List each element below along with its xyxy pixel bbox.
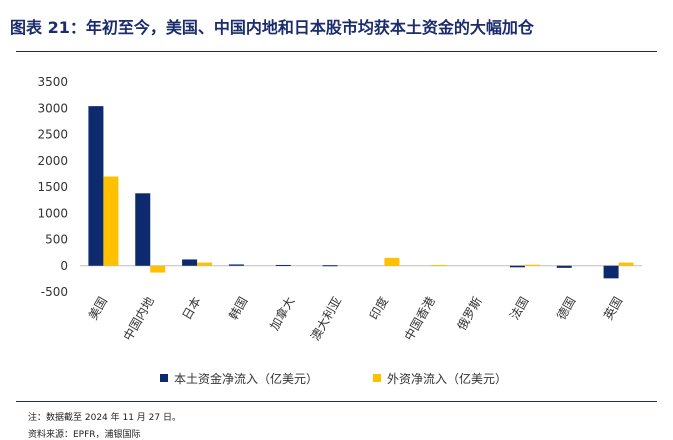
footnote: 注：数据截至 2024 年 11 月 27 日。 [28,413,181,423]
legend-swatch-0 [160,374,168,382]
y-tick-label: 500 [45,233,68,247]
figure-title: 图表 21：年初至今，美国、中国内地和日本股市均获本土资金的大幅加仓 [10,18,534,37]
bar-domestic-11 [603,265,619,279]
footer-divider [16,401,657,402]
category-label: 加拿大 [266,294,297,333]
category-label: 德国 [553,294,578,322]
y-tick-label: 1500 [37,180,68,194]
category-label: 印度 [366,294,391,322]
bar-chart: 3500 3000 2500 2000 1500 1000 500 0 -500 美国 中国内地日… [37,75,642,386]
category-label: 中国内地 [120,294,157,343]
bar-foreign-9 [524,264,540,266]
bar-foreign-7 [431,264,447,266]
category-label: 日本 [180,295,204,323]
bar-domestic-0 [88,106,104,266]
category-label: 法国 [507,295,531,323]
bar-foreign-1 [150,265,166,273]
category-label: 澳大利亚 [308,295,344,344]
bar-domestic-10 [556,265,572,268]
y-tick-label: -500 [41,285,68,299]
y-tick-label: 0 [60,259,68,273]
y-tick-label: 3500 [37,75,68,89]
title-divider [16,51,657,52]
bar-foreign-2 [197,262,213,266]
category-label: 美国 [86,295,110,323]
category-label: 俄罗斯 [455,295,485,333]
y-axis-ticks: 3500 3000 2500 2000 1500 1000 500 0 -500 [37,75,68,299]
y-tick-label: 3000 [37,101,68,115]
bar-foreign-11 [618,262,634,266]
y-tick-label: 2000 [37,154,68,168]
bar-domestic-3 [228,264,244,266]
bar-domestic-1 [135,193,151,266]
bar-domestic-9 [509,265,525,268]
y-tick-label: 1000 [37,206,68,220]
category-label: 英国 [601,295,625,323]
y-tick-label: 2500 [37,128,68,142]
bar-foreign-6 [384,257,400,266]
bars [88,106,634,279]
bar-domestic-4 [275,264,291,266]
legend-label-1: 外资净流入（亿美元） [387,371,507,386]
category-label: 中国香港 [401,294,438,343]
bar-foreign-0 [103,176,119,266]
legend: 本土资金净流入（亿美元） 外资净流入（亿美元） [160,371,507,386]
source-line: 资料来源：EPFR，浦银国际 [28,430,141,440]
bar-domestic-2 [182,259,198,266]
legend-label-0: 本土资金净流入（亿美元） [174,371,318,386]
legend-swatch-1 [373,374,381,382]
x-axis-categories: 美国 中国内地 日本 韩国 加拿大 澳大利亚 印度 中国香港 俄罗斯 法国 德国 英国 [86,294,625,343]
category-label: 韩国 [226,294,251,322]
bar-domestic-5 [322,265,338,267]
